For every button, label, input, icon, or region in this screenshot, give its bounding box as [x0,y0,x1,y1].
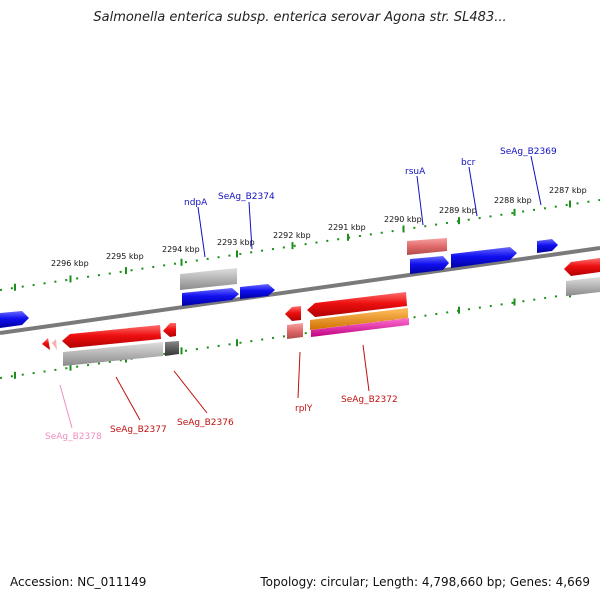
gray-feature[interactable] [63,342,163,366]
genome-backbone [0,246,600,335]
upper-features [0,238,600,328]
gene-label-SeAg_B2374[interactable]: SeAg_B2374 [218,192,275,202]
kbp-label: 2292 kbp [273,231,311,240]
kbp-label: 2291 kbp [328,223,366,232]
map-title: Salmonella enterica subsp. enterica sero… [93,10,507,25]
kbp-label: 2288 kbp [494,196,532,205]
gene-label-SeAg_B2369[interactable]: SeAg_B2369 [500,147,557,157]
kbp-scale: 2296 kbp 2295 kbp 2294 kbp 2293 kbp 2292… [51,186,587,268]
gene-label-SeAg_B2376[interactable]: SeAg_B2376 [177,418,234,428]
magenta-feature[interactable] [311,318,409,337]
kbp-label: 2289 kbp [439,206,477,215]
gene-label-SeAg_B2378[interactable]: SeAg_B2378 [45,432,102,442]
red-gene-arrow[interactable] [285,306,301,321]
gene-label-ndpA[interactable]: ndpA [184,198,208,208]
pink-feature[interactable] [287,323,303,339]
gray-feature[interactable] [566,277,600,296]
pink-feature[interactable] [407,238,447,255]
kbp-label: 2293 kbp [217,238,255,247]
gene-label-bcr[interactable]: bcr [461,158,476,168]
kbp-label: 2287 kbp [549,186,587,195]
blue-gene-arrow[interactable] [410,256,449,274]
gene-label-SeAg_B2372[interactable]: SeAg_B2372 [341,395,398,405]
orange-feature[interactable] [310,308,408,330]
red-gene-arrow[interactable] [62,325,161,348]
bottom-gene-labels: SeAg_B2378 SeAg_B2377 SeAg_B2376 rplY Se… [45,344,398,442]
blue-gene-arrow[interactable] [537,239,558,253]
lower-features [42,292,409,366]
red-gene-arrow[interactable] [42,338,50,350]
outer-tick-track [0,199,600,291]
gene-label-SeAg_B2377[interactable]: SeAg_B2377 [110,425,167,435]
gene-label-rplY[interactable]: rplY [295,404,313,414]
blue-gene-arrow[interactable] [182,288,239,306]
red-gene-arrow[interactable] [564,258,600,276]
gray-feature[interactable] [180,268,237,290]
pink-gene-arrow[interactable] [52,339,57,350]
red-gene-arrow[interactable] [307,292,407,317]
red-gene-arrow[interactable] [163,323,176,337]
kbp-label: 2290 kbp [384,215,422,224]
dark-gray-feature[interactable] [165,341,179,356]
blue-gene-arrow[interactable] [0,311,29,328]
kbp-label: 2294 kbp [162,245,200,254]
accession-text: Accession: NC_011149 [10,575,147,589]
kbp-label: 2296 kbp [51,259,89,268]
summary-text: Topology: circular; Length: 4,798,660 bp… [260,575,590,589]
blue-gene-arrow[interactable] [240,284,275,299]
gene-label-rsuA[interactable]: rsuA [405,167,426,177]
blue-gene-arrow[interactable] [451,247,517,268]
top-gene-labels: ndpA SeAg_B2374 rsuA bcr SeAg_B2369 [184,147,557,258]
kbp-label: 2295 kbp [106,252,144,261]
